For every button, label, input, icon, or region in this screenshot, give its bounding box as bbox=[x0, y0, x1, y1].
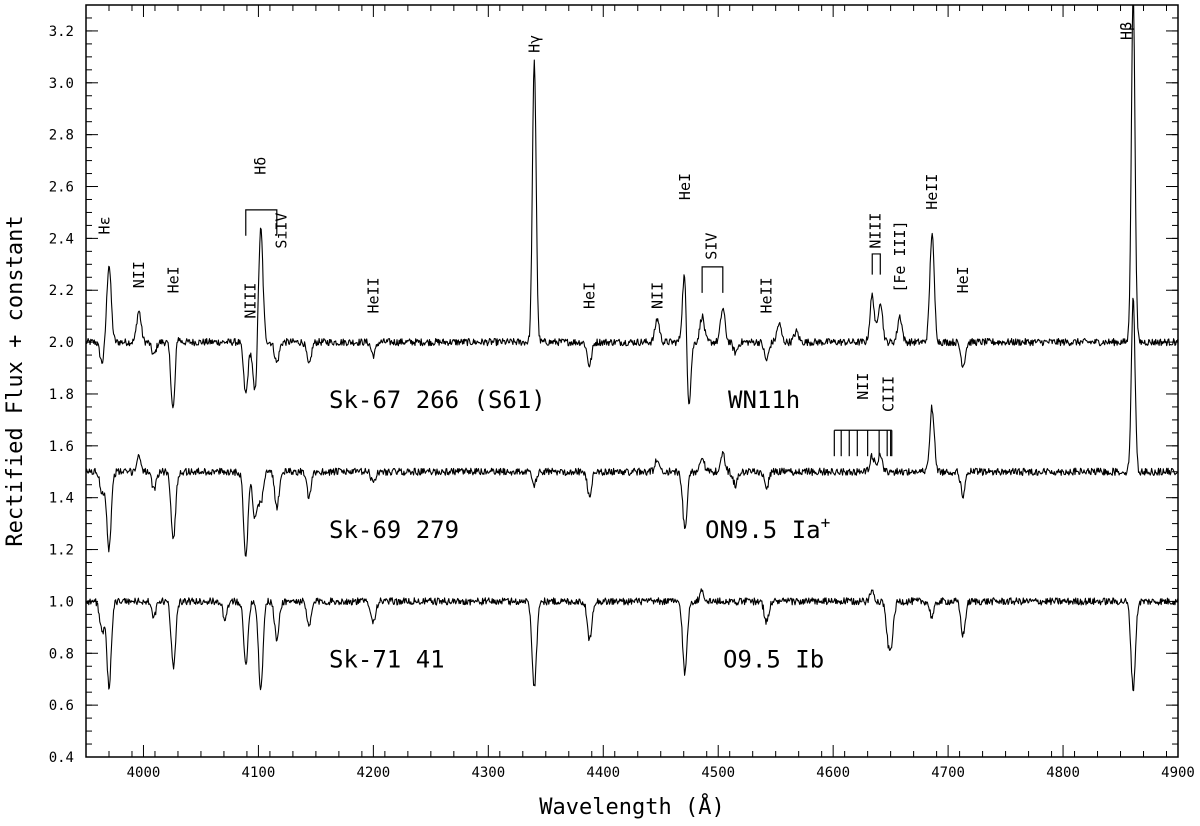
x-tick-label: 4100 bbox=[242, 765, 276, 781]
spectral-type-text: WN11h bbox=[728, 386, 800, 414]
spectral-type-text: ON9.5 Ia bbox=[705, 516, 821, 544]
y-tick-label: 2.2 bbox=[49, 283, 74, 299]
line-id-label: Hβ bbox=[1117, 22, 1135, 40]
y-tick-label: 0.6 bbox=[49, 698, 74, 714]
line-bracket bbox=[245, 209, 278, 236]
spectral-type-label: ON9.5 Ia+ bbox=[705, 513, 830, 544]
line-id-label: HeI bbox=[676, 173, 694, 200]
x-tick-label: 4600 bbox=[816, 765, 850, 781]
line-id-label: SIV bbox=[702, 233, 720, 260]
x-tick-label: 4400 bbox=[586, 765, 620, 781]
y-tick-label: 1.8 bbox=[49, 387, 74, 403]
y-tick-label: 1.4 bbox=[49, 491, 74, 507]
spectrum-series bbox=[86, 5, 1178, 409]
star-name-label: Sk-69 279 bbox=[329, 516, 459, 544]
line-id-label: SiIV bbox=[272, 213, 290, 249]
star-name-label: Sk-67 266 (S61) bbox=[329, 386, 546, 414]
y-tick-label: 3.2 bbox=[49, 24, 74, 40]
line-id-label: HeI bbox=[164, 266, 182, 293]
y-tick-label: 1.2 bbox=[49, 543, 74, 559]
axis-ticks: 4000 4100 4200 4300 4400 4500 4600 4700 4800 4900… bbox=[49, 4, 1195, 781]
x-tick-label: 4700 bbox=[931, 765, 965, 781]
x-tick-label: 4000 bbox=[127, 765, 161, 781]
y-tick-label: 3.0 bbox=[49, 76, 74, 92]
star-name-label: Sk-71 41 bbox=[329, 645, 445, 673]
line-id-label: HeII bbox=[364, 277, 382, 313]
line-id-label: Hγ bbox=[525, 35, 543, 53]
line-id-label: Hε bbox=[95, 216, 113, 234]
spectra bbox=[86, 5, 1178, 692]
line-id-label: NII bbox=[854, 373, 872, 400]
line-bracket bbox=[871, 253, 881, 275]
line-id-label: HeII bbox=[757, 277, 775, 313]
x-tick-label: 4200 bbox=[357, 765, 391, 781]
line-id-label: HeI bbox=[954, 266, 972, 293]
line-bracket bbox=[701, 266, 724, 293]
line-id-label: HeI bbox=[580, 282, 598, 309]
spectrum-series bbox=[86, 588, 1178, 692]
x-tick-label: 4300 bbox=[471, 765, 505, 781]
spectral-type-superscript: + bbox=[821, 513, 831, 532]
x-tick-label: 4800 bbox=[1046, 765, 1080, 781]
line-id-label: HeII bbox=[923, 174, 941, 210]
x-tick-label: 4500 bbox=[701, 765, 735, 781]
y-tick-label: 0.8 bbox=[49, 646, 74, 662]
line-id-label: NII bbox=[130, 261, 148, 288]
y-tick-label: 0.4 bbox=[49, 750, 74, 766]
spectral-type-label: WN11h bbox=[728, 386, 800, 414]
spectral-type-label: O9.5 Ib bbox=[723, 645, 824, 673]
line-id-label: NIII bbox=[867, 213, 885, 249]
x-axis-label: Wavelength (Å) bbox=[539, 793, 724, 820]
y-tick-label: 1.6 bbox=[49, 439, 74, 455]
line-id-label: [Fe III] bbox=[891, 220, 909, 292]
spectrum-series bbox=[86, 297, 1178, 557]
x-tick-label: 4900 bbox=[1161, 765, 1195, 781]
line-id-label: Hδ bbox=[252, 157, 270, 175]
plot-frame bbox=[85, 4, 1179, 758]
spectral-type-text: O9.5 Ib bbox=[723, 645, 824, 673]
y-tick-label: 1.0 bbox=[49, 594, 74, 610]
y-tick-label: 2.6 bbox=[49, 180, 74, 196]
y-axis-label: Rectified Flux + constant bbox=[3, 215, 28, 546]
y-tick-label: 2.0 bbox=[49, 335, 74, 351]
annotation-marks bbox=[245, 209, 893, 457]
y-tick-label: 2.8 bbox=[49, 128, 74, 144]
line-id-label: NII bbox=[648, 282, 666, 309]
line-id-label: NIII bbox=[241, 283, 259, 319]
annotations: Hε NII HeI NIII Hδ SiIV HeII Hγ HeI NII HeI SIV HeII… bbox=[95, 22, 1135, 674]
line-id-label: CIII bbox=[879, 376, 897, 412]
y-tick-label: 2.4 bbox=[49, 231, 74, 247]
